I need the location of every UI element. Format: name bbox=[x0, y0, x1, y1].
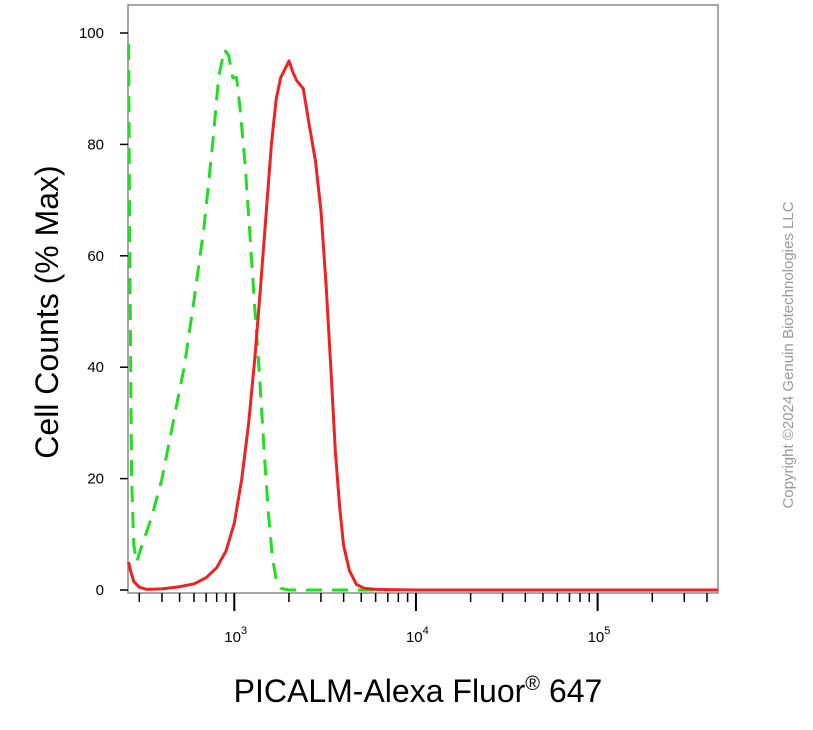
control-series-line bbox=[127, 44, 718, 592]
y-axis-title: Cell Counts (% Max) bbox=[29, 165, 65, 458]
series-layer bbox=[127, 44, 718, 592]
x-tick-label: 103 bbox=[224, 625, 247, 646]
y-tick-label: 60 bbox=[87, 248, 104, 265]
plot-frame bbox=[127, 4, 719, 594]
y-tick-label: 20 bbox=[87, 471, 104, 488]
y-tick-label: 0 bbox=[96, 582, 104, 599]
y-tick-label: 100 bbox=[79, 25, 104, 42]
x-tick-label: 104 bbox=[406, 625, 429, 646]
y-tick-label: 40 bbox=[87, 359, 104, 376]
x-axis-ticks: 103 104 105 bbox=[138, 593, 708, 646]
y-tick-label: 80 bbox=[87, 136, 104, 153]
picalm-series-line bbox=[127, 59, 718, 592]
x-axis-title: PICALM-Alexa Fluor® 647 bbox=[234, 673, 603, 709]
copyright-text: Copyright ©2024 Genuin Biotechnologies L… bbox=[780, 201, 797, 508]
y-axis-ticks: 0 20 40 60 80 100 bbox=[79, 25, 128, 599]
x-tick-label: 105 bbox=[588, 625, 611, 646]
